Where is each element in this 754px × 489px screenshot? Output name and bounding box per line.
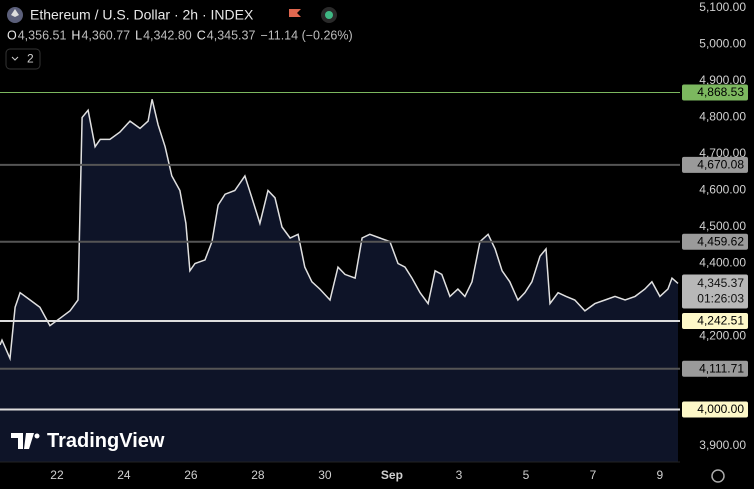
symbol-title: Ethereum / U.S. Dollar · 2h · INDEX [30, 7, 254, 23]
x-tick-label: 26 [184, 468, 198, 482]
y-tick-label: 5,000.00 [699, 37, 746, 51]
area [0, 99, 678, 463]
x-tick-label: 5 [523, 468, 530, 482]
level-label-box [682, 312, 748, 329]
ohlc-key: O [7, 28, 17, 42]
ohlc-value: 4,345.37 [207, 28, 256, 42]
level-label: 4,000.00 [697, 402, 744, 416]
price-line [0, 99, 679, 362]
logo-dot [34, 433, 40, 439]
ohlc-legend: O 4,356.51 H 4,360.77 L 4,342.80 C 4,345.37 −11.… [7, 28, 353, 42]
level-label: 4,459.62 [697, 234, 744, 248]
last-price: 4,345.37 [697, 276, 744, 290]
ohlc-key: C [197, 28, 206, 42]
y-tick-label: 3,900.00 [699, 438, 746, 452]
level-label: 4,670.08 [697, 158, 744, 172]
indicator-toggle[interactable] [5, 48, 41, 70]
level-label-box [682, 401, 748, 418]
x-tick-label: 30 [318, 468, 332, 482]
x-tick-label: 22 [50, 468, 64, 482]
level-label-box [682, 233, 748, 250]
level-label-box [682, 84, 748, 101]
ohlc-key: L [135, 28, 142, 42]
status-dot [325, 11, 333, 19]
price-axis: 3,900.004,000.004,100.004,200.004,300.00… [682, 0, 748, 452]
y-tick-label: 4,500.00 [699, 219, 746, 233]
ohlc-value: 4,342.80 [143, 28, 192, 42]
y-tick-label: 4,600.00 [699, 183, 746, 197]
logo-icon [11, 433, 34, 449]
y-tick-label: 4,700.00 [699, 146, 746, 160]
level-label-box [682, 360, 748, 377]
ohlc-change: −11.14 (−0.26%) [260, 28, 352, 42]
last-price-box [682, 274, 748, 309]
ohlc-key: H [71, 28, 80, 42]
x-tick-label: Sep [381, 468, 403, 482]
logo: TradingView [47, 430, 165, 452]
y-tick-label: 4,900.00 [699, 73, 746, 87]
chevron [11, 56, 19, 61]
plot [0, 91, 680, 463]
flag-icon[interactable] [289, 9, 301, 17]
ohlc-value: 4,360.77 [81, 28, 130, 42]
symbol-icon-glyph [11, 9, 19, 17]
settings-icon[interactable] [711, 469, 725, 483]
x-tick-label: 7 [590, 468, 597, 482]
y-tick-label: 4,400.00 [699, 256, 746, 270]
y-tick-label: 4,800.00 [699, 110, 746, 124]
y-tick-label: 4,200.00 [699, 329, 746, 343]
x-tick-label: 9 [657, 468, 664, 482]
ohlc-value: 4,356.51 [18, 28, 67, 42]
level-label-box [682, 156, 748, 173]
x-tick-label: 3 [456, 468, 463, 482]
level-label: 4,111.71 [699, 361, 744, 375]
y-tick-label: 5,100.00 [699, 0, 746, 14]
x-tick-label: 24 [117, 468, 131, 482]
level-label: 4,868.53 [697, 85, 744, 99]
x-tick-label: 28 [251, 468, 265, 482]
level-label: 4,242.51 [697, 314, 744, 328]
indicator-count: 2 [27, 52, 34, 66]
countdown: 01:26:03 [697, 292, 744, 306]
